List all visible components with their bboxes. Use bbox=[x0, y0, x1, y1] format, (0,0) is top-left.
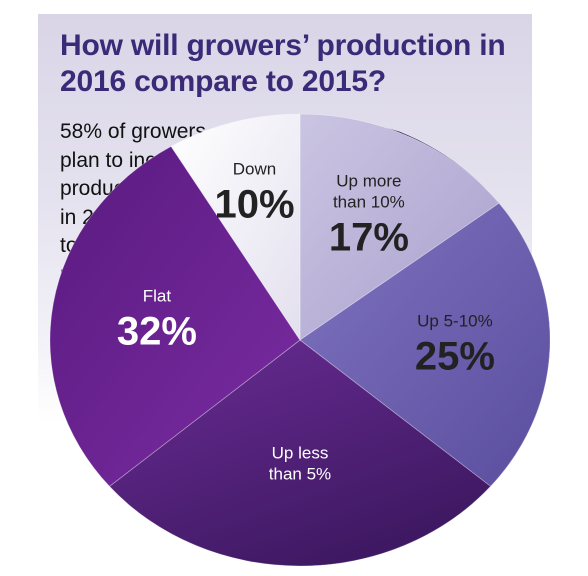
pie-slice-up-more-than-10 bbox=[299, 113, 500, 341]
slice-name-label: Flat bbox=[143, 286, 172, 305]
slice-value-label: 10% bbox=[214, 182, 294, 226]
slice-value-label: 25% bbox=[415, 334, 495, 378]
chart-title: How will growers’ production in 2016 com… bbox=[60, 29, 506, 98]
slice-name-label: Down bbox=[233, 159, 276, 178]
slice-name-label: Up more bbox=[336, 171, 401, 190]
pie-slice-flat bbox=[49, 145, 301, 487]
slice-name-label: than 10% bbox=[333, 192, 405, 211]
pie-slice-up-less-than-5 bbox=[108, 339, 492, 567]
pie-slice-up-5-10 bbox=[299, 202, 551, 487]
slice-value-label: 32% bbox=[117, 309, 197, 353]
slice-name-label: Up 5-10% bbox=[417, 311, 493, 330]
pie-slice-down bbox=[170, 113, 301, 342]
slice-value-label: 17% bbox=[329, 215, 409, 259]
slice-name-label: Up less bbox=[272, 443, 329, 462]
slice-name-label: than 5% bbox=[269, 464, 331, 483]
